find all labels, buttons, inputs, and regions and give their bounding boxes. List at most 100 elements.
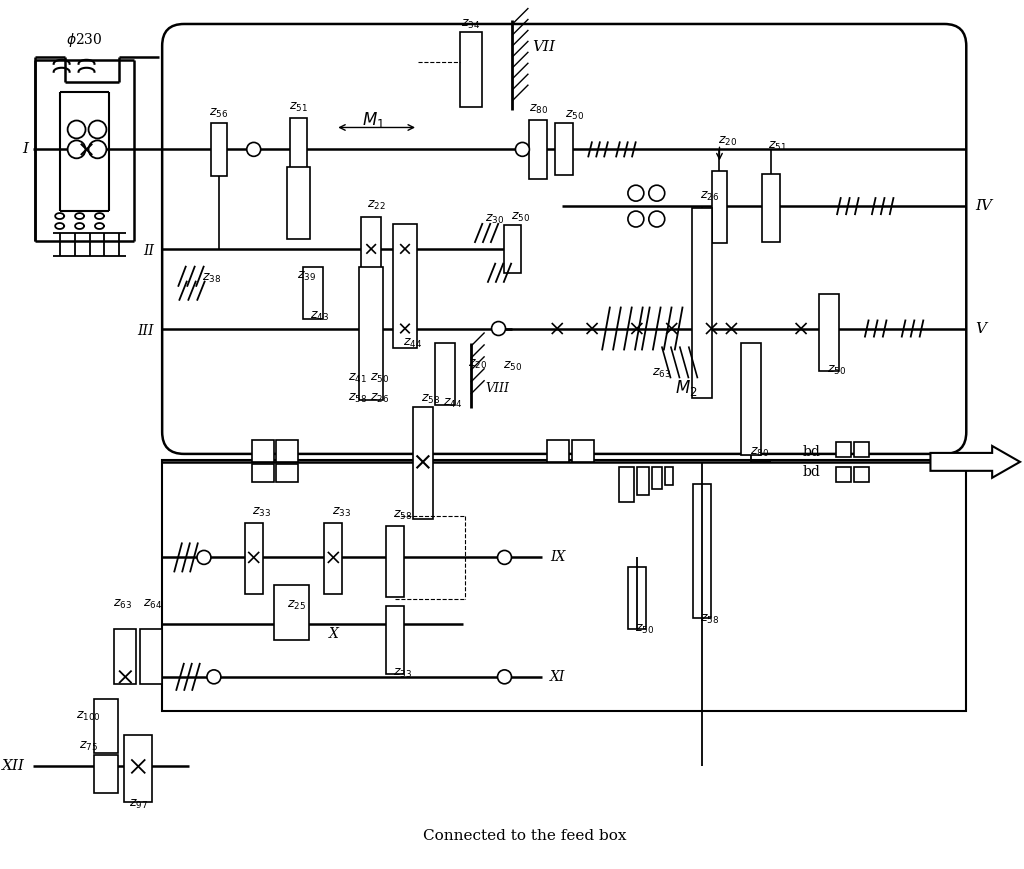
Bar: [386, 526, 404, 597]
Text: $M_2$: $M_2$: [676, 378, 698, 398]
Text: $z_{25}$: $z_{25}$: [287, 599, 306, 612]
Circle shape: [197, 550, 211, 564]
Text: $z_{34}$: $z_{34}$: [461, 17, 480, 30]
Text: $z_{20}$: $z_{20}$: [468, 358, 487, 371]
Circle shape: [628, 211, 644, 227]
Bar: [275, 464, 298, 481]
Bar: [252, 464, 273, 481]
Text: Connected to the feed box: Connected to the feed box: [423, 829, 627, 843]
Text: $z_{41}$: $z_{41}$: [348, 372, 367, 385]
Text: $z_{97}$: $z_{97}$: [129, 798, 147, 811]
Text: $z_{26}$: $z_{26}$: [370, 392, 389, 405]
Bar: [211, 123, 227, 176]
Circle shape: [88, 141, 106, 158]
Text: $z_{80}$: $z_{80}$: [750, 447, 769, 460]
Bar: [712, 171, 727, 243]
Bar: [819, 294, 839, 371]
Text: $z_{63}$: $z_{63}$: [652, 367, 672, 380]
Text: $z_{43}$: $z_{43}$: [310, 310, 329, 323]
Circle shape: [498, 550, 511, 564]
Bar: [287, 168, 310, 239]
Bar: [618, 467, 634, 501]
Bar: [162, 460, 967, 711]
FancyArrow shape: [931, 446, 1020, 478]
Bar: [836, 467, 851, 481]
Circle shape: [515, 143, 529, 156]
Text: $z_{50}$: $z_{50}$: [564, 109, 584, 122]
Bar: [637, 467, 649, 494]
Bar: [325, 522, 342, 594]
Text: $z_{51}$: $z_{51}$: [768, 140, 786, 153]
Bar: [529, 120, 547, 179]
Bar: [460, 32, 481, 107]
Bar: [547, 440, 569, 461]
Bar: [504, 225, 521, 273]
Bar: [854, 467, 868, 481]
Text: $z_{50}$: $z_{50}$: [635, 622, 654, 635]
Text: $z_{50}$: $z_{50}$: [511, 210, 530, 223]
Text: $z_{58}$: $z_{58}$: [421, 393, 440, 406]
FancyBboxPatch shape: [162, 24, 967, 454]
Bar: [140, 629, 162, 684]
Circle shape: [492, 322, 506, 335]
Text: $z_{75}$: $z_{75}$: [79, 740, 98, 753]
Bar: [836, 442, 851, 457]
Text: $z_{56}$: $z_{56}$: [209, 107, 228, 120]
Bar: [115, 629, 136, 684]
Circle shape: [247, 143, 261, 156]
Bar: [273, 586, 309, 640]
Text: I: I: [22, 143, 28, 156]
Bar: [290, 117, 307, 182]
Text: $z_{33}$: $z_{33}$: [332, 506, 351, 519]
Text: $z_{58}$: $z_{58}$: [347, 392, 367, 405]
Bar: [124, 734, 153, 802]
Circle shape: [68, 141, 86, 158]
Text: $z_{51}$: $z_{51}$: [289, 101, 308, 114]
Text: $z_{50}$: $z_{50}$: [827, 364, 847, 377]
Text: $z_{80}$: $z_{80}$: [528, 103, 548, 116]
Text: $z_{63}$: $z_{63}$: [113, 598, 132, 611]
Text: III: III: [137, 323, 155, 337]
Text: $z_{39}$: $z_{39}$: [297, 270, 316, 283]
Text: $z_{100}$: $z_{100}$: [76, 710, 101, 723]
Circle shape: [207, 670, 221, 684]
Bar: [94, 699, 119, 753]
Bar: [665, 467, 673, 485]
Circle shape: [649, 211, 665, 227]
Bar: [252, 440, 273, 461]
Text: $\phi$230: $\phi$230: [67, 31, 102, 49]
Bar: [555, 123, 573, 176]
Text: $z_{44}$: $z_{44}$: [403, 337, 423, 350]
Text: $z_{33}$: $z_{33}$: [252, 506, 271, 519]
Bar: [361, 217, 381, 281]
Bar: [303, 267, 324, 319]
Text: V: V: [975, 322, 986, 335]
Bar: [628, 567, 646, 629]
Bar: [94, 755, 119, 793]
Text: $z_{58}$: $z_{58}$: [700, 613, 719, 626]
Bar: [762, 175, 780, 242]
Bar: [435, 343, 455, 405]
Text: VIII: VIII: [485, 381, 510, 395]
Text: $z_{33}$: $z_{33}$: [393, 667, 413, 680]
Text: X: X: [329, 627, 338, 641]
Bar: [393, 224, 417, 348]
Text: $z_{58}$: $z_{58}$: [393, 509, 413, 522]
Text: $z_{50}$: $z_{50}$: [503, 360, 522, 373]
Text: $z_{20}$: $z_{20}$: [718, 135, 737, 148]
Text: bd: bd: [802, 465, 820, 479]
Circle shape: [68, 121, 86, 138]
Bar: [275, 440, 298, 461]
Bar: [386, 607, 404, 673]
Bar: [854, 442, 868, 457]
Text: IV: IV: [975, 199, 992, 213]
Text: IX: IX: [550, 550, 565, 564]
Text: $z_{50}$: $z_{50}$: [370, 372, 389, 385]
Circle shape: [498, 670, 511, 684]
Text: $z_{26}$: $z_{26}$: [700, 189, 719, 202]
Bar: [413, 408, 433, 519]
Text: $M_1$: $M_1$: [361, 109, 384, 129]
Text: $z_{22}$: $z_{22}$: [367, 198, 385, 212]
Text: VII: VII: [532, 40, 555, 54]
Bar: [691, 208, 712, 398]
